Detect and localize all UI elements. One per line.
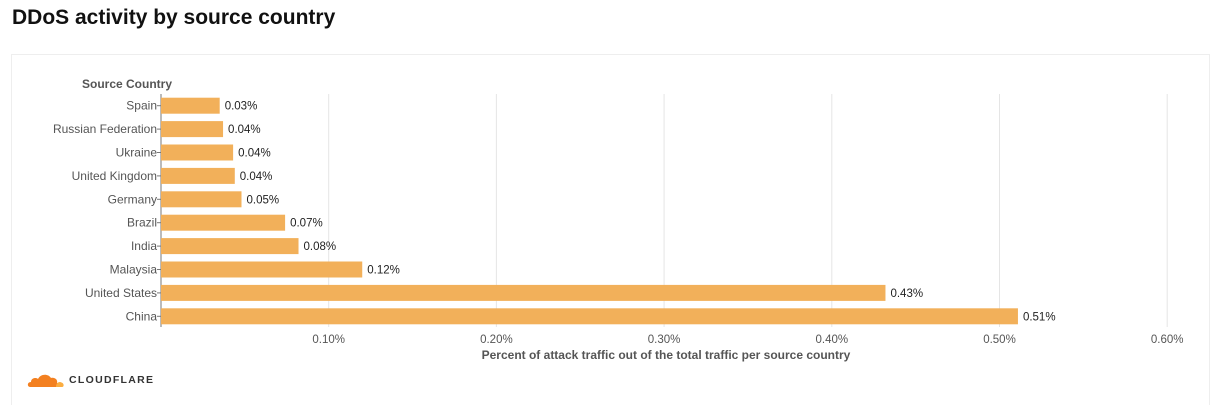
- brand-logo: CLOUDFLARE: [27, 371, 154, 388]
- data-label: 0.43%: [890, 288, 923, 300]
- bar: [161, 191, 242, 208]
- x-tick-label: 0.40%: [815, 334, 848, 346]
- x-tick-label: 0.30%: [648, 334, 681, 346]
- category-label: United States: [85, 286, 157, 300]
- category-label: Russian Federation: [53, 122, 157, 136]
- chart-panel: 0.10% 0.20% 0.30% 0.40% 0.50% 0.60% Spain 0.03%…: [11, 54, 1210, 405]
- page-title: DDoS activity by source country: [12, 6, 336, 29]
- data-label: 0.04%: [228, 124, 261, 136]
- category-label: China: [126, 309, 158, 323]
- category-label: Spain: [126, 99, 157, 113]
- category-label: Brazil: [127, 216, 157, 230]
- y-axis-title: Source Country: [82, 77, 172, 91]
- data-label: 0.12%: [367, 265, 400, 277]
- bar: [161, 121, 224, 138]
- bar: [161, 238, 299, 255]
- category-label: United Kingdom: [72, 169, 157, 183]
- category-label: Malaysia: [110, 263, 158, 277]
- data-label: 0.03%: [225, 101, 258, 113]
- data-label: 0.51%: [1023, 311, 1056, 323]
- data-label: 0.04%: [238, 148, 271, 160]
- cloudflare-cloud-icon: [27, 374, 64, 387]
- category-label: India: [131, 239, 157, 253]
- bar-chart: 0.10% 0.20% 0.30% 0.40% 0.50% 0.60% Spain 0.03%…: [53, 77, 1184, 362]
- bar: [161, 144, 234, 161]
- bar: [161, 308, 1018, 325]
- data-label: 0.08%: [304, 241, 337, 253]
- category-label: Ukraine: [116, 146, 158, 160]
- x-tick-label: 0.50%: [983, 334, 1016, 346]
- bar: [161, 167, 235, 184]
- x-tick-label: 0.10%: [312, 334, 345, 346]
- bar: [161, 284, 886, 301]
- bar: [161, 261, 363, 278]
- x-axis-title: Percent of attack traffic out of the tot…: [482, 348, 851, 362]
- data-label: 0.07%: [290, 218, 323, 230]
- x-tick-label: 0.20%: [480, 334, 513, 346]
- brand-name: CLOUDFLARE: [69, 373, 155, 386]
- x-tick-label: 0.60%: [1151, 334, 1184, 346]
- category-label: Germany: [108, 192, 157, 206]
- bar: [161, 214, 286, 231]
- bar: [161, 97, 220, 114]
- data-label: 0.04%: [240, 171, 273, 183]
- data-label: 0.05%: [246, 194, 279, 206]
